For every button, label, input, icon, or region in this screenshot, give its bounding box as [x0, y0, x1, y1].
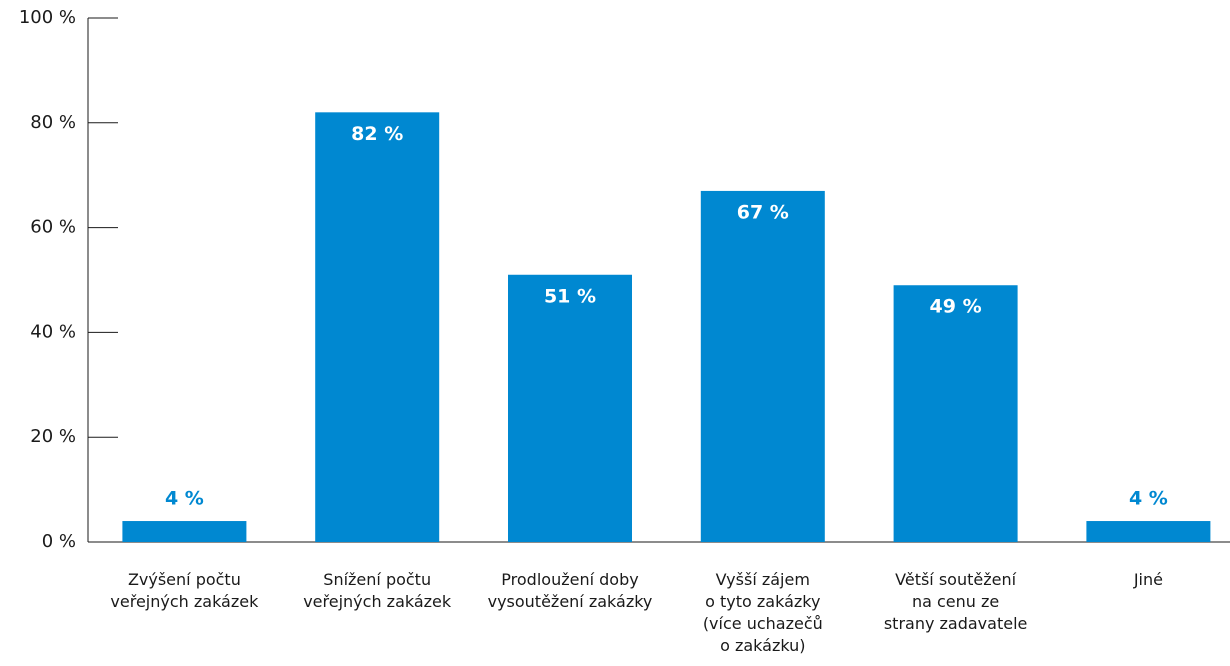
value-label: 51 %: [544, 285, 596, 307]
value-label: 49 %: [930, 296, 982, 318]
x-tick-label: Zvýšení počtu veřejných zakázek: [110, 570, 259, 611]
bar: [1086, 521, 1211, 542]
x-tick-label: Větší soutěžení na cenu ze strany zadavate…: [884, 570, 1028, 633]
y-tick-label: 100 %: [19, 7, 76, 28]
x-tick-label: Vyšší zájem o tyto zakázky (více uchazečů o…: [703, 570, 823, 655]
bar: [122, 521, 247, 542]
y-tick-label: 20 %: [30, 426, 76, 447]
bar: [508, 274, 632, 542]
value-label: 67 %: [737, 201, 789, 223]
bar: [315, 112, 440, 542]
y-tick-label: 40 %: [30, 321, 76, 342]
x-tick-label: Snížení počtu veřejných zakázek: [303, 570, 452, 611]
bar: [700, 190, 825, 543]
value-label: 4 %: [165, 488, 204, 510]
value-label: 82 %: [351, 123, 403, 145]
value-label: 4 %: [1129, 488, 1168, 510]
x-tick-label: Jiné: [1133, 570, 1163, 589]
bar: [893, 285, 1018, 542]
y-tick-label: 60 %: [30, 217, 76, 238]
y-tick-label: 80 %: [30, 112, 76, 133]
y-tick-label: 0 %: [42, 531, 76, 552]
x-tick-label: Prodloužení doby vysoutěžení zakázky: [488, 570, 653, 611]
